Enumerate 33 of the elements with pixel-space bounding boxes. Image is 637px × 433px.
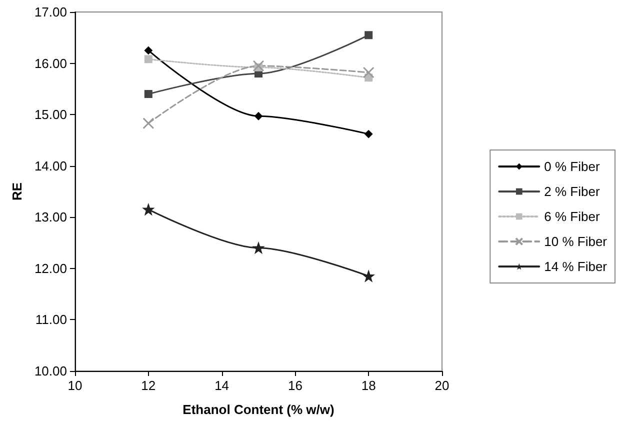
- y-axis-title: RE: [10, 182, 25, 201]
- x-tick-label: 12: [141, 378, 156, 393]
- point: [364, 130, 373, 138]
- legend-label: 6 % Fiber: [544, 209, 600, 224]
- point: [254, 112, 262, 120]
- legend-label: 14 % Fiber: [544, 259, 608, 274]
- point: [364, 31, 373, 40]
- legend-label: 0 % Fiber: [544, 159, 600, 174]
- y-tick-label: 14.00: [34, 158, 67, 174]
- point: [144, 46, 152, 54]
- legend-label: 2 % Fiber: [544, 184, 600, 199]
- point: [142, 118, 154, 130]
- legend-label: 10 % Fiber: [544, 234, 608, 249]
- point: [144, 55, 152, 64]
- point: [253, 242, 264, 254]
- point: [252, 60, 264, 72]
- x-tick-label: 14: [214, 378, 230, 393]
- x-axis-title: Ethanol Content (% w/w): [182, 402, 334, 417]
- point: [362, 66, 374, 78]
- x-tick-label: 10: [68, 378, 82, 393]
- point: [363, 270, 374, 282]
- y-tick-label: 13.00: [34, 210, 67, 225]
- y-tick-label: 11.00: [35, 312, 67, 328]
- point: [144, 90, 152, 98]
- x-tick-label: 16: [288, 378, 302, 393]
- point: [142, 204, 154, 215]
- y-tick-label: 15.00: [34, 107, 67, 122]
- y-tick-label: 12.00: [34, 260, 67, 276]
- y-tick-label: 17.00: [34, 4, 67, 20]
- x-tick-label: 20: [434, 378, 450, 393]
- y-tick-label: 16.00: [34, 56, 67, 71]
- y-tick-label: 10.00: [34, 364, 67, 378]
- x-tick-label: 18: [361, 378, 376, 393]
